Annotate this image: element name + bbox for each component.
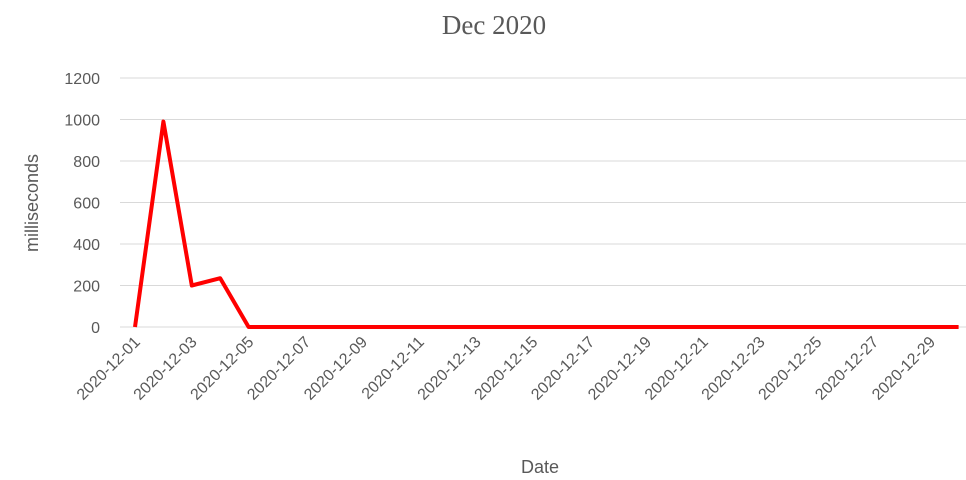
y-tick-label: 400	[73, 237, 100, 254]
y-tick-label: 0	[91, 320, 100, 337]
x-axis-title: Date	[521, 457, 559, 477]
y-tick-label: 600	[73, 196, 100, 213]
y-axis-title: milliseconds	[22, 154, 42, 252]
chart-title: Dec 2020	[442, 10, 546, 40]
y-tick-label: 1200	[64, 71, 100, 88]
y-tick-label: 800	[73, 154, 100, 171]
line-series	[133, 119, 959, 329]
y-tick-label: 200	[73, 279, 100, 296]
y-tick-label: 1000	[64, 113, 100, 130]
